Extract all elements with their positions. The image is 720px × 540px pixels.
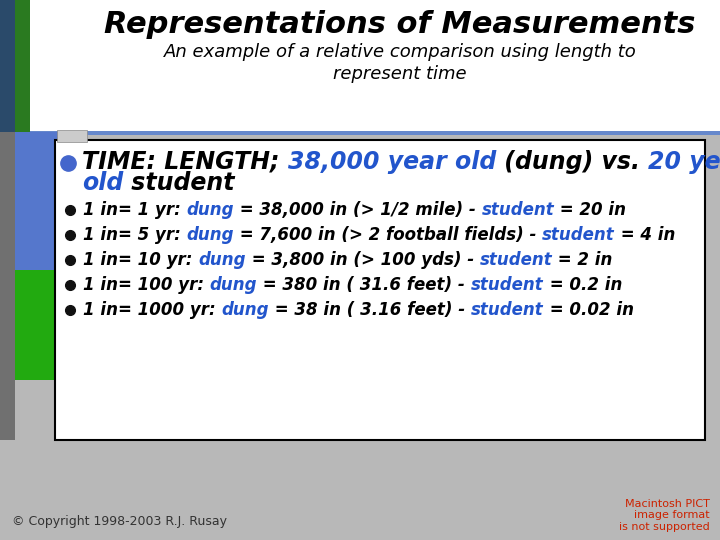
Text: old: old [82, 171, 123, 195]
Bar [15, 270, 65, 380]
Text: = 38,000 in (> 1/2 mile) -: = 38,000 in (> 1/2 mile) - [234, 201, 482, 219]
Text: = 0.2 in: = 0.2 in [544, 276, 622, 294]
Bar [0, 131, 720, 135]
Text: (dung) vs.: (dung) vs. [496, 150, 648, 174]
Text: student: student [471, 301, 544, 319]
Bar [0, 0, 720, 132]
Text: 1 in= 1 yr:: 1 in= 1 yr: [83, 201, 186, 219]
Text: = 38 in ( 3.16 feet) -: = 38 in ( 3.16 feet) - [269, 301, 471, 319]
Text: dung: dung [186, 201, 234, 219]
Text: 1 in= 10 yr:: 1 in= 10 yr: [83, 251, 198, 269]
FancyBboxPatch shape [55, 140, 705, 440]
Text: 1 in= 1000 yr:: 1 in= 1000 yr: [83, 301, 221, 319]
Text: = 4 in: = 4 in [615, 226, 675, 244]
Text: = 380 in ( 31.6 feet) -: = 380 in ( 31.6 feet) - [257, 276, 471, 294]
Text: TIME: LENGTH;: TIME: LENGTH; [82, 150, 288, 174]
Text: dung: dung [186, 226, 234, 244]
Text: = 20 in: = 20 in [554, 201, 626, 219]
Bar [57, 130, 87, 142]
Bar [0, 0, 15, 132]
Text: student: student [542, 226, 615, 244]
Text: student: student [471, 276, 544, 294]
Text: 20 year: 20 year [648, 150, 720, 174]
Bar [0, 132, 15, 440]
Text: = 3,800 in (> 100 yds) -: = 3,800 in (> 100 yds) - [246, 251, 480, 269]
Text: Representations of Measurements: Representations of Measurements [104, 10, 696, 39]
Text: dung: dung [221, 301, 269, 319]
Text: dung: dung [210, 276, 257, 294]
Text: 1 in= 100 yr:: 1 in= 100 yr: [83, 276, 210, 294]
Text: student: student [123, 171, 235, 195]
Bar [0, 132, 720, 540]
Text: An example of a relative comparison using length to
represent time: An example of a relative comparison usin… [163, 43, 636, 83]
Text: = 0.02 in: = 0.02 in [544, 301, 634, 319]
Text: dung: dung [198, 251, 246, 269]
Text: student: student [480, 251, 552, 269]
Text: 38,000 year old: 38,000 year old [288, 150, 496, 174]
Bar [15, 0, 30, 132]
Text: © Copyright 1998-2003 R.J. Rusay: © Copyright 1998-2003 R.J. Rusay [12, 515, 227, 528]
Text: Macintosh PICT
image format
is not supported: Macintosh PICT image format is not suppo… [619, 499, 710, 532]
Bar [15, 132, 65, 270]
Text: student: student [482, 201, 554, 219]
Text: = 7,600 in (> 2 football fields) -: = 7,600 in (> 2 football fields) - [234, 226, 542, 244]
Text: 1 in= 5 yr:: 1 in= 5 yr: [83, 226, 186, 244]
Text: = 2 in: = 2 in [552, 251, 613, 269]
